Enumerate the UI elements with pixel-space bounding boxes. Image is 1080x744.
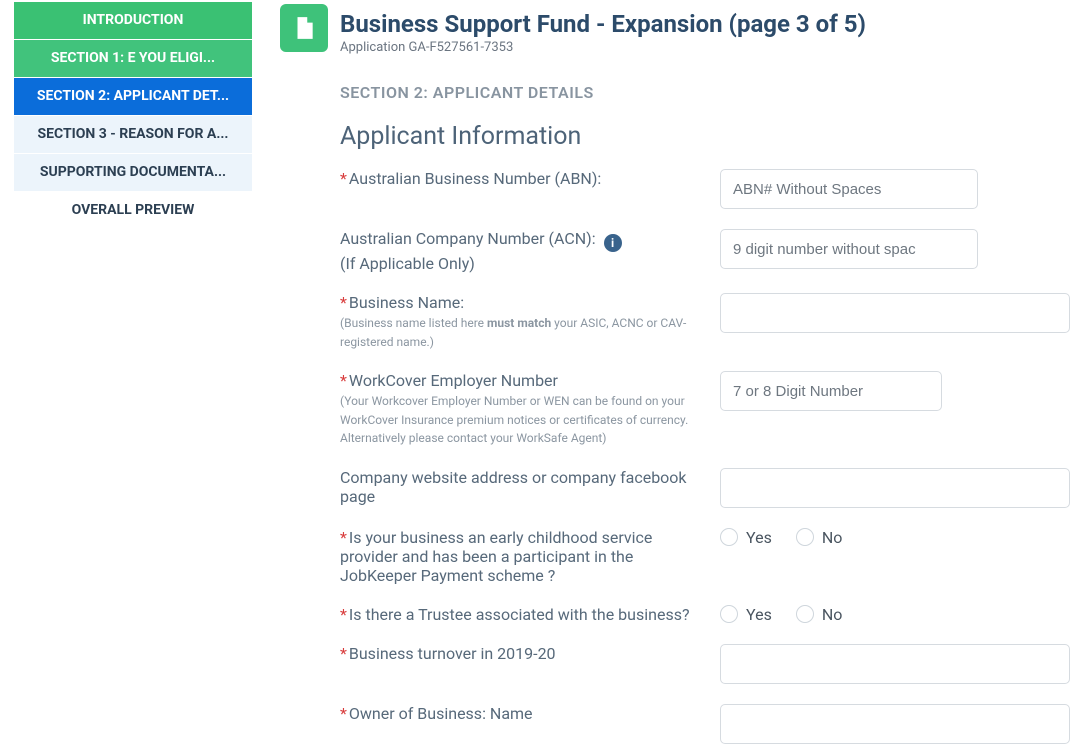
nav-section-1[interactable]: SECTION 1: E YOU ELIGI... [14,40,252,77]
trustee-label: Is there a Trustee associated with the b… [349,605,690,624]
main-content: Business Support Fund - Expansion (page … [264,0,1080,700]
business-name-hint: (Business name listed here must match yo… [340,314,700,351]
acn-hint: (If Applicable Only) [340,254,700,273]
page-title: Business Support Fund - Expansion (page … [340,10,1070,38]
page-subtitle: Application GA-F527561-7353 [340,40,1070,55]
trustee-yes-radio[interactable]: Yes [720,605,772,624]
form-icon [280,4,328,52]
field-turnover: *Business turnover in 2019-20 [340,644,1070,684]
website-input[interactable] [720,468,1070,508]
abn-input[interactable] [720,169,978,209]
field-abn: *Australian Business Number (ABN): [340,169,1070,209]
turnover-label: Business turnover in 2019-20 [349,644,556,663]
childhood-label: Is your business an early childhood serv… [340,528,652,585]
nav-supporting-docs[interactable]: SUPPORTING DOCUMENTA... [14,154,252,191]
owner-label: Owner of Business: Name [349,704,533,723]
workcover-input[interactable] [720,371,942,411]
field-owner: *Owner of Business: Name [340,704,1070,744]
section-subheading: Applicant Information [340,122,1070,151]
trustee-no-radio[interactable]: No [796,605,843,624]
sidebar: INTRODUCTION SECTION 1: E YOU ELIGI... S… [0,0,264,700]
childhood-no-radio[interactable]: No [796,528,843,547]
turnover-input[interactable] [720,644,1070,684]
abn-label: Australian Business Number (ABN): [349,169,601,188]
info-icon[interactable]: i [604,234,622,252]
workcover-hint: (Your Workcover Employer Number or WEN c… [340,392,700,448]
field-acn: Australian Company Number (ACN): i (If A… [340,229,1070,273]
field-business-name: *Business Name: (Business name listed he… [340,293,1070,351]
field-trustee: *Is there a Trustee associated with the … [340,605,1070,624]
owner-input[interactable] [720,704,1070,744]
nav-introduction[interactable]: INTRODUCTION [14,2,252,39]
acn-input[interactable] [720,229,978,269]
field-childhood: *Is your business an early childhood ser… [340,528,1070,585]
workcover-label: WorkCover Employer Number [349,371,558,390]
field-workcover: *WorkCover Employer Number (Your Workcov… [340,371,1070,448]
business-name-label: Business Name: [349,293,464,312]
acn-label: Australian Company Number (ACN): [340,229,596,248]
section-heading: SECTION 2: APPLICANT DETAILS [340,83,1070,102]
business-name-input[interactable] [720,293,1070,333]
nav-section-2[interactable]: SECTION 2: APPLICANT DET... [14,78,252,115]
nav-overall-preview[interactable]: OVERALL PREVIEW [14,192,252,229]
field-website: Company website address or company faceb… [340,468,1070,508]
website-label: Company website address or company faceb… [340,468,700,506]
childhood-yes-radio[interactable]: Yes [720,528,772,547]
nav-section-3[interactable]: SECTION 3 - REASON FOR A... [14,116,252,153]
